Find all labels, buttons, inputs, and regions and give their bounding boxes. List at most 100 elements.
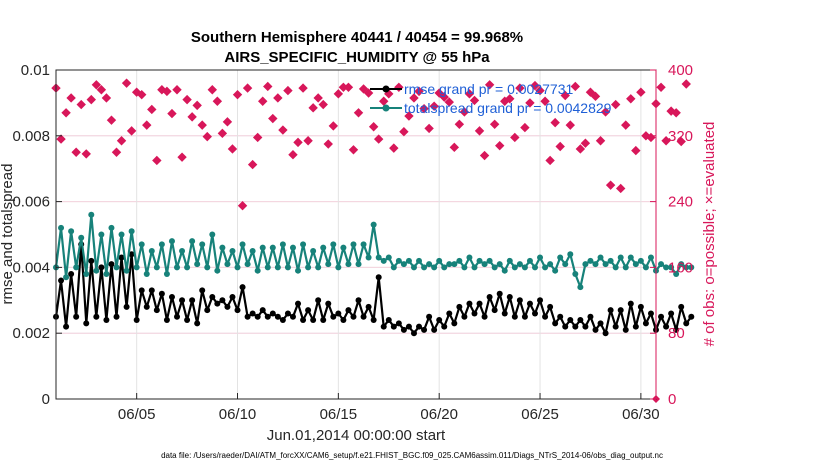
rmse-point bbox=[471, 310, 478, 317]
totalspread-point bbox=[466, 254, 473, 261]
totalspread-point bbox=[627, 254, 634, 261]
obs-count-marker bbox=[237, 201, 248, 211]
obs-count-marker bbox=[247, 159, 258, 170]
obs-count-marker bbox=[308, 103, 318, 113]
x-axis-label: Jun.01,2014 00:00:00 start bbox=[267, 427, 446, 444]
obs-count-marker bbox=[560, 90, 570, 101]
totalspread-point bbox=[189, 238, 196, 245]
obs-count-marker bbox=[681, 79, 691, 89]
rmse-point bbox=[380, 323, 387, 330]
totalspread-point bbox=[531, 264, 538, 271]
totalspread-point bbox=[683, 264, 690, 271]
obs-count-marker bbox=[303, 136, 313, 146]
totalspread-point bbox=[143, 270, 150, 277]
totalspread-point bbox=[168, 238, 175, 245]
rmse-point bbox=[249, 310, 256, 317]
totalspread-point bbox=[456, 257, 463, 264]
right-tick-label: 320 bbox=[668, 128, 693, 145]
totalspread-point bbox=[380, 257, 387, 264]
totalspread-point bbox=[350, 241, 357, 248]
rmse-point bbox=[491, 307, 498, 314]
obs-count-marker bbox=[172, 85, 182, 95]
obs-count-marker bbox=[545, 155, 555, 166]
obs-count-marker bbox=[661, 136, 671, 146]
totalspread-point bbox=[83, 270, 90, 277]
rmse-point bbox=[663, 323, 670, 330]
totalspread-point bbox=[491, 264, 498, 271]
rmse-point bbox=[431, 326, 438, 333]
chart-title: Southern Hemisphere 40441 / 40454 = 99.9… bbox=[191, 29, 523, 46]
obs-count-marker bbox=[106, 115, 117, 125]
totalspread-point bbox=[542, 264, 549, 271]
totalspread-point bbox=[688, 264, 695, 271]
rmse-point bbox=[506, 294, 513, 301]
rmse-point bbox=[486, 294, 493, 301]
rmse-point bbox=[607, 307, 614, 314]
rmse-point bbox=[597, 320, 604, 327]
obs-count-marker bbox=[621, 120, 631, 130]
obs-count-marker bbox=[459, 107, 470, 117]
x-tick-label: 06/10 bbox=[219, 406, 257, 423]
totalspread-point bbox=[587, 257, 594, 264]
obs-count-marker bbox=[358, 84, 369, 94]
rmse-point bbox=[627, 300, 634, 307]
rmse-point bbox=[259, 307, 266, 314]
totalspread-point bbox=[647, 254, 654, 261]
obs-count-marker bbox=[555, 141, 565, 152]
obs-count-marker bbox=[535, 85, 545, 96]
rmse-point bbox=[148, 287, 155, 294]
rmse-point bbox=[678, 303, 685, 310]
rmse-point bbox=[421, 326, 428, 333]
totalspread-point bbox=[547, 261, 554, 268]
rmse-point bbox=[219, 297, 226, 304]
totalspread-point bbox=[199, 241, 206, 248]
obs-count-marker bbox=[474, 126, 485, 136]
totalspread-point bbox=[637, 257, 644, 264]
totalspread-point bbox=[602, 261, 609, 268]
obs-count-marker bbox=[197, 120, 207, 130]
rmse-point bbox=[199, 287, 206, 294]
totalspread-point bbox=[521, 264, 528, 271]
rmse-point bbox=[375, 274, 382, 281]
obs-count-marker bbox=[187, 112, 197, 122]
left-tick-label: 0 bbox=[42, 391, 50, 408]
rmse-point bbox=[547, 303, 554, 310]
rmse-point bbox=[673, 326, 680, 333]
obs-count-marker bbox=[142, 120, 152, 130]
rmse-point bbox=[582, 323, 589, 330]
rmse-point bbox=[174, 313, 181, 320]
rmse-point bbox=[138, 287, 145, 294]
rmse-point bbox=[168, 294, 175, 301]
rmse-point bbox=[476, 300, 483, 307]
totalspread-point bbox=[320, 244, 327, 251]
rmse-point bbox=[446, 310, 453, 317]
rmse-point bbox=[350, 313, 357, 320]
rmse-point bbox=[315, 297, 322, 304]
obs-count-marker bbox=[429, 101, 439, 111]
obs-count-marker bbox=[590, 91, 601, 102]
totalspread-point bbox=[416, 257, 423, 264]
obs-count-marker bbox=[419, 103, 429, 114]
obs-count-marker bbox=[565, 120, 575, 130]
obs-count-marker bbox=[263, 81, 273, 92]
rmse-point bbox=[103, 317, 110, 324]
totalspread-point bbox=[486, 257, 493, 264]
rmse-point bbox=[385, 317, 392, 324]
obs-count-marker bbox=[615, 183, 626, 194]
rmse-point bbox=[395, 320, 402, 327]
rmse-point bbox=[335, 310, 342, 317]
rmse-point bbox=[647, 310, 654, 317]
totalspread-point bbox=[501, 267, 508, 274]
totalspread-point bbox=[632, 261, 639, 268]
obs-count-marker bbox=[293, 137, 303, 148]
totalspread-point bbox=[471, 264, 478, 271]
totalspread-point bbox=[552, 267, 559, 274]
totalspread-point bbox=[365, 254, 372, 261]
rmse-point bbox=[133, 317, 140, 324]
rmse-point bbox=[108, 261, 115, 268]
obs-count-marker bbox=[399, 126, 409, 137]
left-axis-ticks: 0 0.002 0.004 0.006 0.008 0.01 bbox=[12, 62, 62, 408]
right-tick-label: 0 bbox=[668, 391, 676, 408]
rmse-point bbox=[642, 320, 649, 327]
